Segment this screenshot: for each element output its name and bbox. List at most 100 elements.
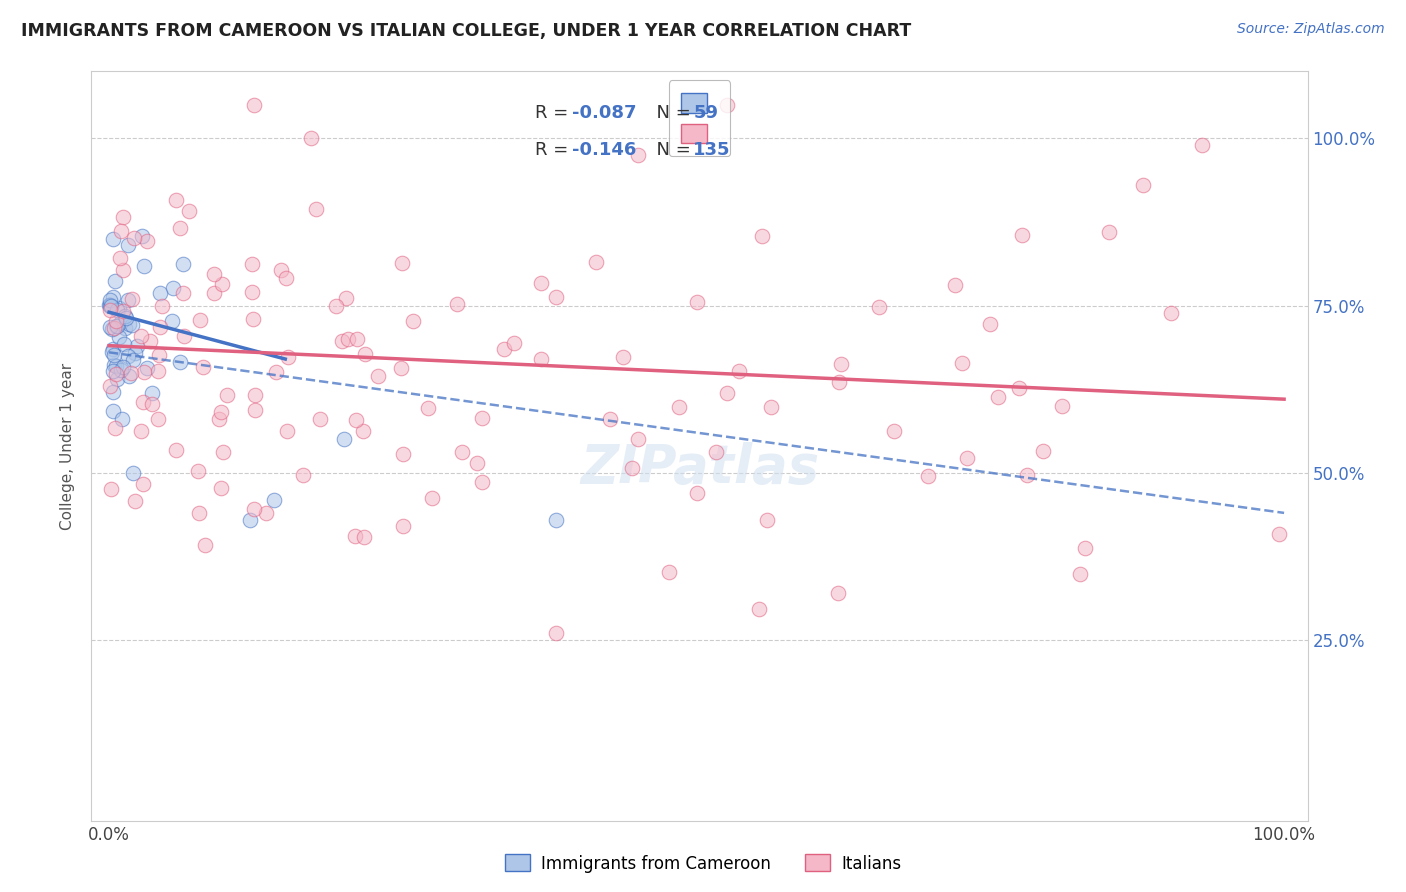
Point <box>277 350 299 364</box>
Point <box>346 332 368 346</box>
Point <box>125 339 148 353</box>
Text: R =: R = <box>536 141 574 159</box>
Point <box>270 262 292 277</box>
Point <box>761 401 783 415</box>
Point <box>103 358 125 372</box>
Point <box>121 466 143 480</box>
Text: ZIPatlas: ZIPatlas <box>579 442 820 494</box>
Point <box>353 530 375 544</box>
Point <box>101 344 124 359</box>
Point <box>451 445 474 459</box>
Point <box>105 318 128 333</box>
Point <box>685 486 707 500</box>
Point <box>344 413 367 427</box>
Point <box>585 254 607 268</box>
Point <box>254 507 277 521</box>
Point <box>492 342 515 356</box>
Point <box>950 356 973 370</box>
Point <box>172 285 194 300</box>
Point <box>98 302 121 317</box>
Point <box>544 626 567 640</box>
Point <box>129 328 152 343</box>
Point <box>209 481 232 495</box>
Point <box>202 285 225 300</box>
Point <box>98 319 121 334</box>
Point <box>146 364 169 378</box>
Point <box>943 278 966 293</box>
Point <box>122 230 145 244</box>
Point <box>100 293 122 308</box>
Point <box>1267 526 1289 541</box>
Point <box>121 292 143 306</box>
Text: N =: N = <box>645 103 696 121</box>
Point <box>325 300 347 314</box>
Point <box>276 424 298 438</box>
Point <box>108 301 131 316</box>
Point <box>391 519 413 533</box>
Point <box>101 290 124 304</box>
Point <box>134 365 156 379</box>
Point <box>626 148 648 162</box>
Point <box>122 353 145 368</box>
Point <box>243 98 266 112</box>
Point <box>173 329 195 343</box>
Point <box>1132 178 1154 193</box>
Point <box>240 257 263 271</box>
Point <box>101 385 124 400</box>
Point <box>105 372 128 386</box>
Point <box>658 565 681 579</box>
Point <box>716 98 738 112</box>
Point <box>263 492 285 507</box>
Point <box>107 330 129 344</box>
Point <box>112 304 135 318</box>
Point <box>1160 306 1182 320</box>
Text: 135: 135 <box>693 141 731 159</box>
Point <box>105 319 128 334</box>
Point <box>979 317 1001 331</box>
Point <box>117 293 139 307</box>
Point <box>148 348 170 362</box>
Text: -0.146: -0.146 <box>572 141 636 159</box>
Point <box>124 346 146 360</box>
Point <box>110 251 132 265</box>
Point <box>165 443 187 458</box>
Point <box>465 456 488 470</box>
Point <box>110 363 132 377</box>
Point <box>112 360 135 375</box>
Point <box>333 433 356 447</box>
Point <box>391 256 413 270</box>
Text: IMMIGRANTS FROM CAMEROON VS ITALIAN COLLEGE, UNDER 1 YEAR CORRELATION CHART: IMMIGRANTS FROM CAMEROON VS ITALIAN COLL… <box>21 22 911 40</box>
Point <box>955 451 977 466</box>
Y-axis label: College, Under 1 year: College, Under 1 year <box>60 362 76 530</box>
Point <box>105 302 128 317</box>
Point <box>114 310 136 325</box>
Point <box>883 424 905 438</box>
Point <box>112 336 135 351</box>
Point <box>305 202 328 216</box>
Point <box>110 315 132 329</box>
Point <box>215 388 238 402</box>
Point <box>131 424 153 438</box>
Point <box>471 475 494 490</box>
Point <box>104 421 127 435</box>
Point <box>177 204 200 219</box>
Point <box>243 388 266 402</box>
Point <box>827 586 849 600</box>
Point <box>1098 225 1121 239</box>
Text: N =: N = <box>645 141 696 159</box>
Point <box>1074 541 1097 556</box>
Point <box>264 365 287 379</box>
Point <box>530 351 553 366</box>
Point <box>309 411 332 425</box>
Point <box>110 224 132 238</box>
Point <box>141 397 163 411</box>
Point <box>135 361 157 376</box>
Point <box>544 513 567 527</box>
Point <box>132 260 155 274</box>
Point <box>1069 566 1091 581</box>
Point <box>627 433 650 447</box>
Point <box>402 314 425 328</box>
Point <box>242 311 264 326</box>
Point <box>212 445 235 459</box>
Point <box>544 290 567 304</box>
